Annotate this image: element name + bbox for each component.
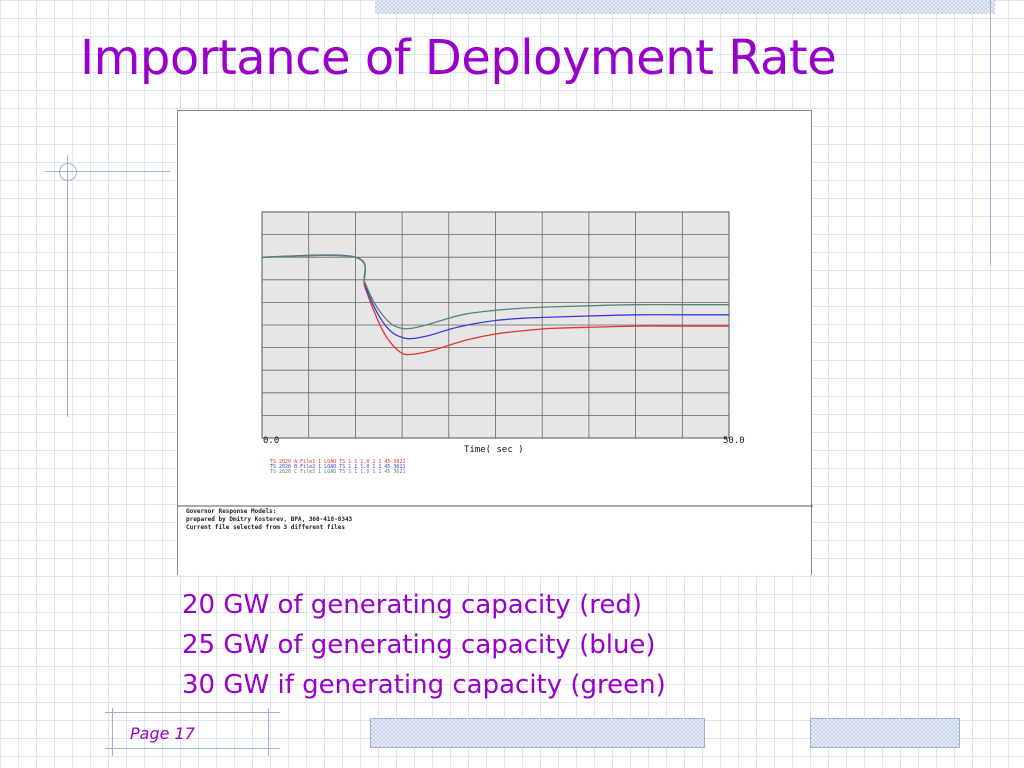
legend: TS 2020 A File1 1 LOAD TS 1 1 1.0 1 1 45… [270, 459, 405, 475]
footer-decorative-box [810, 718, 960, 748]
series-line-blue [261, 254, 729, 340]
footer-decorative-box [370, 718, 705, 748]
x-tick-label-end: 50.0 [723, 436, 745, 446]
series-line-green [261, 254, 729, 330]
chart-note-line: Governor Response Models: [186, 508, 276, 515]
plot-frame: 0.0 50.0 Time( sec ) TS 2020 A File1 1 L… [177, 110, 813, 575]
legend-entry-blue: TS 2020 B File2 1 LOAD TS 1 1 1.0 1 1 45… [270, 464, 405, 470]
footer-decorative-vline [112, 708, 113, 756]
caption-block: 20 GW of generating capacity (red) 25 GW… [182, 585, 666, 705]
chart-note-line: prepared by Dmitry Kosterev, BPA, 360-41… [186, 516, 353, 523]
chart-notes: Governor Response Models: prepared by Dm… [186, 508, 353, 531]
caption-line-green: 30 GW if generating capacity (green) [182, 670, 666, 700]
caption-line-red: 20 GW of generating capacity (red) [182, 590, 642, 620]
legend-entry-red: TS 2020 A File1 1 LOAD TS 1 1 1.0 1 1 45… [270, 459, 405, 465]
left-decorative-hline [45, 171, 170, 172]
page-number: Page 17 [130, 724, 195, 743]
legend-entry-green: TS 2020 C File3 1 LOAD TS 1 1 1.0 1 1 45… [270, 469, 405, 475]
right-decorative-line [990, 0, 991, 265]
footer-decorative-line [105, 712, 280, 713]
series-lines [261, 254, 729, 356]
top-decorative-band [375, 0, 995, 14]
left-decorative-line [67, 155, 68, 417]
chart-note-line: Current file selected from 3 different f… [186, 524, 345, 531]
decorative-ring [59, 163, 77, 181]
slide-title: Importance of Deployment Rate [80, 30, 837, 86]
caption-line-blue: 25 GW of generating capacity (blue) [182, 630, 656, 660]
footer-decorative-line [105, 748, 280, 749]
series-line-red [261, 254, 729, 356]
x-axis-label: Time( sec ) [464, 445, 524, 455]
response-chart: 0.0 50.0 Time( sec ) TS 2020 A File1 1 L… [178, 211, 813, 531]
grid-lines [262, 212, 729, 438]
x-tick-label-start: 0.0 [263, 436, 279, 446]
footer-decorative-vline [268, 708, 269, 756]
